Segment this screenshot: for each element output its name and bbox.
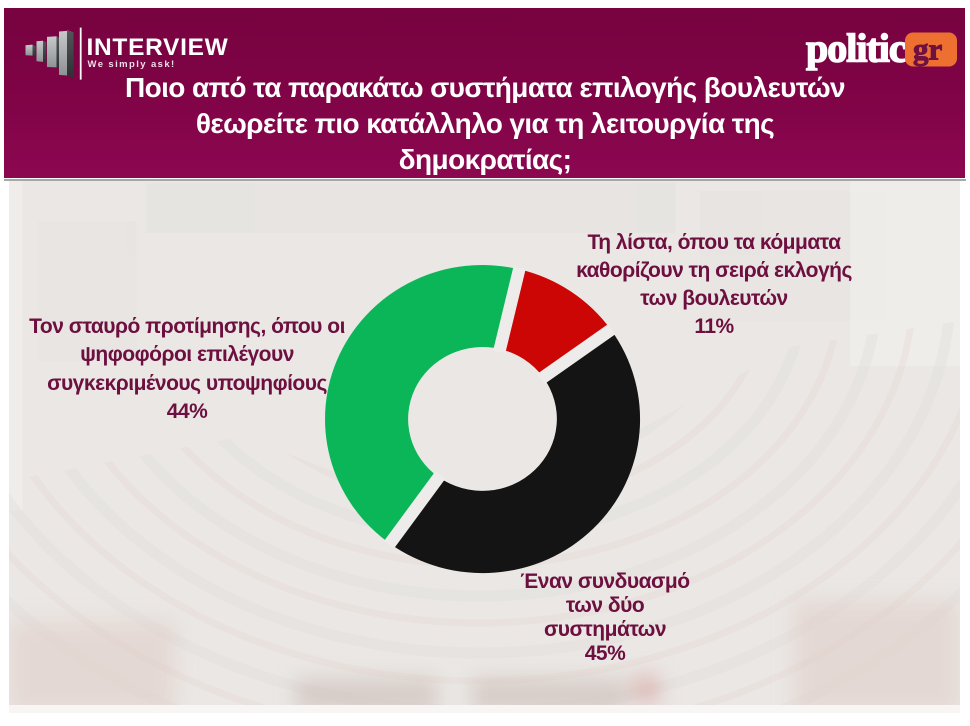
svg-text:INTERVIEW: INTERVIEW xyxy=(87,34,229,61)
svg-text:politic: politic xyxy=(806,26,906,71)
svg-text:gr: gr xyxy=(913,32,943,67)
svg-text:We simply ask!: We simply ask! xyxy=(88,59,176,70)
